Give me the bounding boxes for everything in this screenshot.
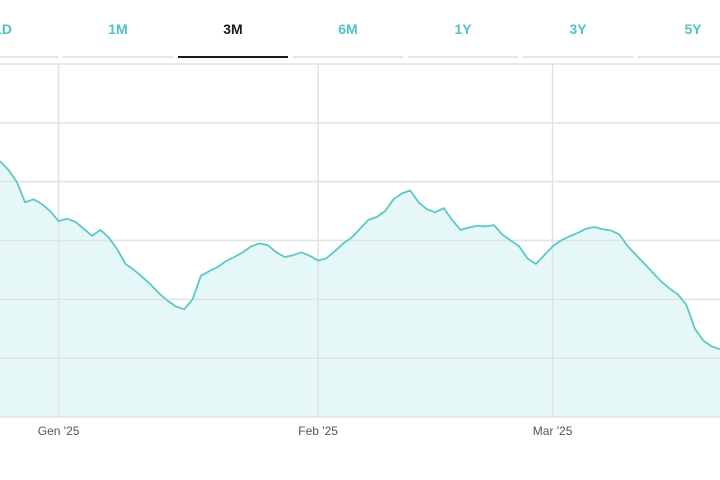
x-tick-label: Feb '25: [298, 424, 338, 438]
tab-label: 1Y: [454, 21, 472, 37]
tab-3m[interactable]: 3M: [178, 0, 288, 58]
x-tick-label: Mar '25: [533, 424, 573, 438]
price-chart: Gen '25 Feb '25 Mar '25: [0, 63, 720, 438]
tab-label: 5Y: [684, 21, 702, 37]
tab-label: 3M: [223, 21, 243, 37]
tab-1m[interactable]: 1M: [63, 0, 173, 58]
tab-label: 6M: [338, 21, 358, 37]
x-tick-label: Gen '25: [38, 424, 80, 438]
timeframe-tabs: 1D 1M 3M 6M 1Y 3Y 5Y: [0, 0, 720, 60]
tab-label: 1D: [0, 21, 12, 37]
price-series-line: [0, 160, 720, 351]
tab-3y[interactable]: 3Y: [523, 0, 633, 58]
vertical-gridlines: [57, 64, 554, 417]
tab-label: 3Y: [569, 21, 587, 37]
tab-5y[interactable]: 5Y: [638, 0, 720, 58]
x-axis-labels: Gen '25 Feb '25 Mar '25: [38, 424, 573, 438]
tab-1y[interactable]: 1Y: [408, 0, 518, 58]
tab-1d[interactable]: 1D: [0, 0, 58, 58]
tab-label: 1M: [108, 21, 128, 37]
price-area-fill: [0, 161, 720, 417]
tab-6m[interactable]: 6M: [293, 0, 403, 58]
horizontal-gridlines: [0, 63, 720, 359]
